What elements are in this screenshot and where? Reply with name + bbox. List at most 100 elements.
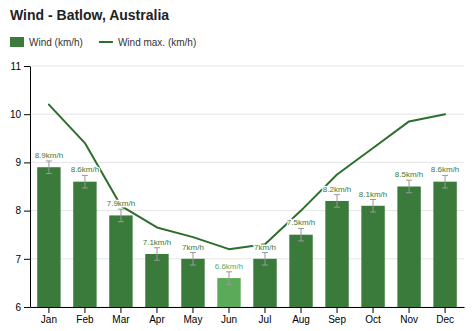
tick: Apr <box>149 307 165 325</box>
bar <box>181 259 204 307</box>
tick-label: Mar <box>112 314 130 325</box>
tick-mark <box>48 307 49 313</box>
grid-line <box>30 114 464 115</box>
bar <box>397 187 420 308</box>
tick: Mar <box>112 307 130 325</box>
tick-label: Nov <box>400 314 418 325</box>
axis-line <box>31 307 465 308</box>
tick: Oct <box>365 307 381 325</box>
tick-mark <box>192 307 193 313</box>
data-label: 7km/h <box>254 243 276 252</box>
tick-label: Jun <box>221 314 237 325</box>
error-bar <box>406 180 412 193</box>
tick: 8 <box>15 205 30 216</box>
bar <box>145 254 168 307</box>
tick-mark <box>120 307 121 313</box>
tick-mark <box>156 307 157 313</box>
tick: Jul <box>259 307 272 325</box>
error-bar <box>190 253 196 266</box>
tick-label: Aug <box>292 314 310 325</box>
tick: May <box>184 307 203 325</box>
tick-mark <box>301 307 302 313</box>
tick-mark <box>24 162 30 163</box>
error-bar <box>118 209 124 222</box>
data-label: 8.6km/h <box>431 165 459 174</box>
bar <box>325 201 348 307</box>
data-label: 8.2km/h <box>323 185 351 194</box>
tick-mark <box>24 114 30 115</box>
line <box>49 105 445 250</box>
tick: 6 <box>15 302 30 313</box>
tick: Feb <box>76 307 94 325</box>
marks <box>37 105 457 307</box>
data-label: 8.5km/h <box>395 170 423 179</box>
tick-label: 7 <box>15 253 21 264</box>
error-bar <box>46 161 52 174</box>
data-label: 8.6km/h <box>71 165 99 174</box>
tick: 7 <box>15 253 30 264</box>
bar <box>109 215 132 307</box>
legend-swatch <box>10 37 24 47</box>
tick-mark <box>228 307 229 313</box>
bar <box>73 182 96 307</box>
tick-label: Feb <box>76 314 94 325</box>
axis-line <box>30 67 31 308</box>
legend-swatch <box>99 41 113 43</box>
tick-label: Jul <box>259 314 272 325</box>
data-label: 6.6km/h <box>215 262 243 271</box>
tick-mark <box>24 307 30 308</box>
tick-mark <box>409 307 410 313</box>
tick-mark <box>24 259 30 260</box>
tick-label: May <box>184 314 203 325</box>
legend-label: Wind (km/h) <box>29 37 83 48</box>
data-label: 8.9km/h <box>35 151 63 160</box>
data-label: 7.9km/h <box>107 199 135 208</box>
error-bar <box>226 272 232 285</box>
bar <box>253 259 276 307</box>
legend-label: Wind max. (km/h) <box>118 37 196 48</box>
tick: Jan <box>41 307 57 325</box>
tick-label: Oct <box>365 314 381 325</box>
error-bar <box>262 253 268 266</box>
grid <box>30 66 464 307</box>
tick: Aug <box>292 307 310 325</box>
error-bar <box>154 248 160 261</box>
data-labels: 8.9km/h 8.6km/h 7.9km/h 7.1km/h 7km/h 6.6km/h… <box>35 151 460 271</box>
tick-mark <box>24 66 30 67</box>
tick: 10 <box>10 109 30 120</box>
legend: Wind (km/h) Wind max. (km/h) <box>10 37 196 48</box>
bar <box>361 206 384 307</box>
y-axis: 6 7 8 9 10 11 <box>10 61 31 313</box>
title: Wind - Batlow, Australia <box>10 7 169 23</box>
error-bar <box>298 228 304 241</box>
bar <box>37 167 60 307</box>
tick-mark <box>445 307 446 313</box>
tick: Jun <box>221 307 237 325</box>
legend-item: Wind (km/h) <box>10 37 83 48</box>
bar <box>289 235 312 307</box>
tick-mark <box>84 307 85 313</box>
data-label: 8.1km/h <box>359 190 387 199</box>
grid-line <box>30 66 464 67</box>
chart: 6 7 8 9 10 11 Jan Feb Mar Apr May Jun Jul Aug Sep Oct No… <box>0 0 474 331</box>
tick-label: Apr <box>149 314 165 325</box>
x-axis: Jan Feb Mar Apr May Jun Jul Aug Sep Oct Nov Dec <box>31 307 465 325</box>
error-bar <box>82 175 88 188</box>
tick-mark <box>337 307 338 313</box>
tick-label: Sep <box>328 314 346 325</box>
data-label: 7.5km/h <box>287 218 315 227</box>
tick: 9 <box>15 157 30 168</box>
tick-label: 9 <box>15 157 21 168</box>
error-bar <box>334 195 340 208</box>
tick-label: Dec <box>436 314 454 325</box>
tick: Nov <box>400 307 418 325</box>
data-label: 7.1km/h <box>143 238 171 247</box>
tick-label: 11 <box>11 61 22 72</box>
tick-mark <box>24 211 30 212</box>
tick-mark <box>265 307 266 313</box>
bars <box>37 167 457 307</box>
error-bar <box>442 175 448 188</box>
error-bar <box>370 200 376 213</box>
tick: Sep <box>328 307 346 325</box>
tick: Dec <box>436 307 454 325</box>
